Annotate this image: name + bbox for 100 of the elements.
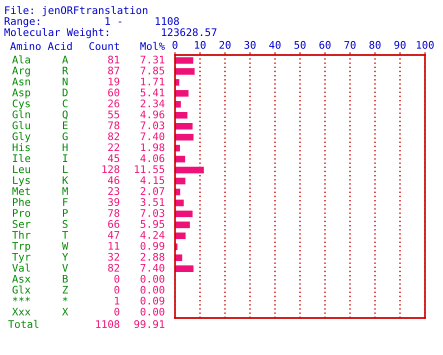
bar <box>175 200 184 206</box>
text: N <box>62 78 68 86</box>
y-tick-label: Ile <box>13 154 30 162</box>
text: 39 <box>108 198 120 206</box>
y-tick-label: Asx <box>12 274 30 283</box>
text: Amino Acid <box>10 42 72 50</box>
text: 26 <box>108 99 120 108</box>
text: 55 <box>108 110 120 118</box>
y-tick-label: Glu <box>12 121 30 130</box>
text: 0 <box>114 286 120 294</box>
text: 99.91 <box>134 320 164 328</box>
data-label: 0.09 <box>140 296 164 305</box>
data-label: 1.71 <box>141 78 164 86</box>
text: 128 <box>102 165 120 174</box>
data-label: 2.07 <box>140 187 164 196</box>
data-label: 0.00 <box>140 274 164 283</box>
bar <box>175 166 204 174</box>
bar <box>175 222 190 228</box>
y-tick-label: Xxx <box>12 308 30 316</box>
text: 22 <box>108 143 120 152</box>
text: W <box>62 242 68 250</box>
bar <box>175 178 186 184</box>
data-label: 7.31 <box>140 56 164 64</box>
data-label: 5.41 <box>140 88 164 96</box>
y-tick-label: Ala <box>12 55 30 64</box>
text: Z <box>62 286 68 294</box>
data-label: 7.40 <box>140 132 164 140</box>
text: 66 <box>108 220 120 228</box>
x2-tick-label: 90 <box>394 40 406 49</box>
text: F <box>63 198 68 206</box>
y-tick-label: Leu <box>13 165 30 174</box>
text: C <box>62 99 68 108</box>
y-tick-label: Gln <box>12 110 30 118</box>
text: 82 <box>108 132 120 140</box>
y-tick-label: Thr <box>12 230 30 239</box>
text: File: jenORFtranslation <box>5 6 148 16</box>
y-tick-label: Trp <box>12 242 30 252</box>
bar <box>175 68 195 75</box>
x2-tick-label: 10 <box>194 40 206 49</box>
data-label: 1.98 <box>141 143 164 152</box>
text: Q <box>62 110 68 120</box>
bar <box>175 57 194 64</box>
x2-tick-label: 20 <box>220 40 231 49</box>
x2-tick-label: 30 <box>244 40 256 49</box>
text: 82 <box>108 264 120 272</box>
y-tick-label: Phe <box>13 198 30 206</box>
text: Range: 1 - 1108 <box>4 17 179 28</box>
text: 78 <box>108 209 120 217</box>
data-label: 7.03 <box>140 209 164 217</box>
data-label: 4.96 <box>140 110 164 118</box>
text: P <box>63 209 68 217</box>
text: I <box>63 154 68 162</box>
text: 0 <box>114 274 120 283</box>
y-tick-label: Pro <box>13 209 30 217</box>
bar <box>175 112 188 119</box>
data-label: 0.00 <box>140 286 164 294</box>
x2-tick-label: 40 <box>269 40 281 49</box>
text: S <box>62 220 68 228</box>
text: K <box>62 176 68 184</box>
text: Total <box>8 320 38 328</box>
x2-tick-label: 80 <box>369 40 381 49</box>
bar <box>175 265 194 272</box>
data-label: 2.88 <box>140 252 164 261</box>
text: * <box>62 296 68 302</box>
text: 11 <box>108 242 120 250</box>
text: H <box>62 143 68 152</box>
text: A <box>62 56 68 64</box>
bar <box>175 122 193 130</box>
y-tick-label: Met <box>12 187 30 196</box>
text: 81 <box>108 56 120 64</box>
y-tick-label: Val <box>12 264 30 272</box>
data-label: 5.95 <box>140 220 164 228</box>
data-label: 0.99 <box>140 242 164 250</box>
y-tick-label: Ser <box>12 220 30 228</box>
y-tick-label: Tyr <box>12 253 30 263</box>
text: D <box>62 88 68 96</box>
y-tick-label: Gly <box>12 132 30 142</box>
text: T <box>62 231 68 239</box>
bar <box>175 90 189 97</box>
data-label: 4.24 <box>140 230 165 239</box>
text: 1108 <box>96 320 120 328</box>
text: 23 <box>108 187 120 196</box>
text: 1 <box>114 296 120 304</box>
y-tick-label: His <box>12 143 30 152</box>
text: 60 <box>108 88 120 96</box>
text: X <box>62 308 68 316</box>
y-tick-label: Asp <box>12 88 30 98</box>
x2-tick-label: 0 <box>172 40 178 49</box>
text: 0 <box>114 308 120 316</box>
text: 87 <box>108 66 120 74</box>
text: 19 <box>108 78 120 86</box>
data-label: 7.03 <box>140 121 164 130</box>
text: Molecular Weight: 123628.57 <box>4 28 216 38</box>
text: V <box>62 264 68 272</box>
data-label: 4.15 <box>140 176 164 184</box>
data-label: 2.34 <box>140 99 165 108</box>
data-label: 3.51 <box>140 198 164 206</box>
text: M <box>62 187 68 195</box>
y-tick-label: Arg <box>12 66 30 77</box>
x2-tick-label: 70 <box>344 40 356 49</box>
